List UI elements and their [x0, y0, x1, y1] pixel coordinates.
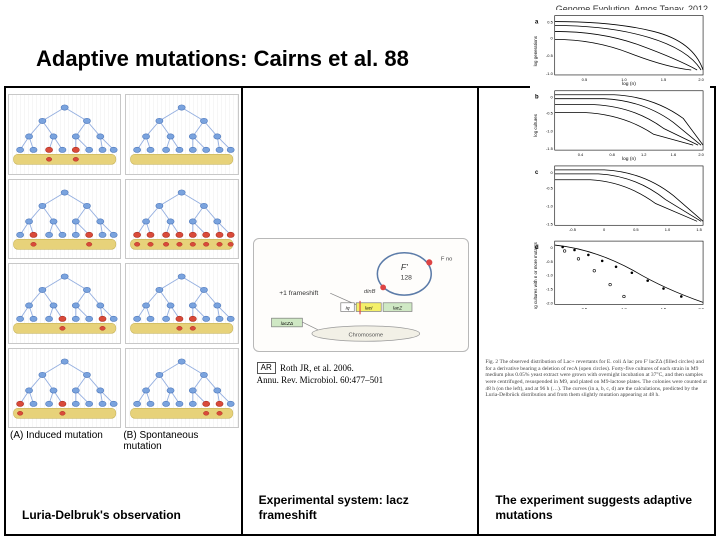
- induced-label: (A) Induced mutation: [10, 430, 123, 452]
- tree-cell: [125, 263, 238, 344]
- svg-text:dinB: dinB: [364, 289, 376, 295]
- caption-col1: Luria-Delbruk's observation: [6, 500, 241, 534]
- svg-text:a: a: [535, 20, 539, 26]
- svg-text:lacZΔ: lacZΔ: [280, 321, 292, 327]
- svg-text:-0.5: -0.5: [546, 259, 554, 264]
- slide-title: Adaptive mutations: Cairns et al. 88: [36, 46, 409, 72]
- svg-text:F no: F no: [441, 256, 453, 262]
- svg-text:c: c: [535, 170, 539, 176]
- svg-text:-1.5: -1.5: [546, 146, 554, 151]
- journal-logo: AR: [257, 362, 276, 374]
- svg-text:0.5: 0.5: [633, 227, 639, 232]
- svg-text:Chromosome: Chromosome: [348, 332, 383, 338]
- svg-text:1.0: 1.0: [621, 77, 627, 82]
- tree-grid: [6, 88, 241, 428]
- svg-text:0.4: 0.4: [578, 152, 584, 157]
- svg-text:log (n): log (n): [622, 156, 636, 162]
- tree-label-row: (A) Induced mutation (B) Spontaneous mut…: [6, 428, 241, 452]
- cite-author: Roth JR, et al. 2006.: [280, 363, 354, 373]
- svg-text:2.0: 2.0: [698, 77, 704, 82]
- spontaneous-label: (B) Spontaneous mutation: [123, 430, 236, 452]
- svg-text:-0.5: -0.5: [546, 186, 554, 191]
- svg-text:1.5: 1.5: [696, 227, 702, 232]
- svg-text:-1.5: -1.5: [546, 221, 554, 226]
- svg-text:+1 frameshift: +1 frameshift: [279, 290, 318, 297]
- col-experimental: F' 128 F no dinB +1 frameshift Iq lacI l…: [243, 88, 480, 534]
- caption-col2: Experimental system: lacz frameshift: [243, 485, 478, 534]
- svg-text:0: 0: [551, 35, 554, 40]
- frameshift-diagram: F' 128 F no dinB +1 frameshift Iq lacI l…: [253, 238, 469, 352]
- right-charts: a log (n) -1.0 -0.5 0 0.5 0.5 1.0 1.5 2.…: [530, 10, 710, 310]
- svg-text:-1.0: -1.0: [546, 203, 554, 208]
- svg-text:log cultures with n or more mu: log cultures with n or more mutants: [533, 241, 538, 309]
- svg-text:lacZ: lacZ: [393, 306, 403, 312]
- caption-col3: The experiment suggests adaptive mutatio…: [479, 485, 714, 534]
- citation: AR Roth JR, et al. 2006. Annu. Rev. Micr…: [257, 362, 383, 386]
- svg-text:1.5: 1.5: [661, 306, 667, 309]
- svg-text:128: 128: [400, 275, 411, 282]
- svg-text:-1.5: -1.5: [546, 287, 554, 292]
- svg-text:-1.0: -1.0: [546, 128, 554, 133]
- svg-text:-0.5: -0.5: [569, 227, 577, 232]
- svg-text:1.0: 1.0: [665, 227, 671, 232]
- svg-text:Iq: Iq: [345, 306, 349, 312]
- svg-text:log generations: log generations: [533, 35, 538, 66]
- svg-text:b: b: [535, 95, 539, 101]
- svg-text:0.5: 0.5: [547, 20, 553, 25]
- tree-cell: [8, 348, 121, 429]
- tree-cell: [8, 179, 121, 260]
- svg-text:0.8: 0.8: [609, 152, 615, 157]
- svg-text:1.6: 1.6: [671, 152, 677, 157]
- svg-text:0.5: 0.5: [582, 77, 588, 82]
- svg-text:1.2: 1.2: [641, 152, 646, 157]
- svg-text:-2.0: -2.0: [546, 300, 554, 305]
- svg-text:-0.5: -0.5: [546, 111, 554, 116]
- tree-cell: [125, 94, 238, 175]
- svg-text:1.0: 1.0: [621, 306, 627, 309]
- tree-cell: [125, 348, 238, 429]
- svg-text:-0.5: -0.5: [546, 53, 554, 58]
- svg-text:2.0: 2.0: [698, 306, 704, 309]
- svg-text:F': F': [400, 262, 407, 272]
- cite-journal: Annu. Rev. Microbiol. 60:477–501: [257, 375, 383, 385]
- svg-text:0.5: 0.5: [582, 306, 588, 309]
- fig2-caption: Fig. 2 The observed distribution of Lac+…: [485, 359, 708, 399]
- col-luria-delbruck: (A) Induced mutation (B) Spontaneous mut…: [6, 88, 243, 534]
- svg-text:2.0: 2.0: [698, 152, 704, 157]
- svg-text:0: 0: [551, 170, 554, 175]
- svg-text:0: 0: [551, 245, 554, 250]
- svg-text:0: 0: [551, 95, 554, 100]
- svg-text:lacI: lacI: [365, 306, 373, 312]
- tree-cell: [8, 94, 121, 175]
- svg-text:1.5: 1.5: [661, 77, 667, 82]
- svg-text:-1.0: -1.0: [546, 71, 554, 76]
- tree-cell: [8, 263, 121, 344]
- svg-text:-1.0: -1.0: [546, 273, 554, 278]
- tree-cell: [125, 179, 238, 260]
- svg-text:log cultures: log cultures: [533, 113, 538, 136]
- svg-text:0: 0: [603, 227, 606, 232]
